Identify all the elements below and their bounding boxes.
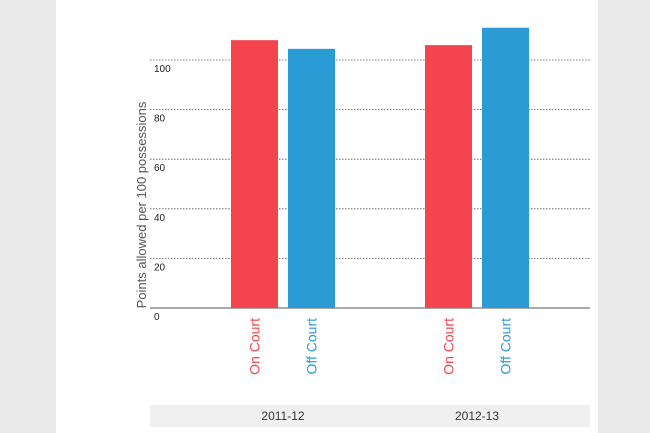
bar-series-label: On Court (441, 318, 457, 375)
y-tick-label: 40 (154, 213, 166, 224)
category-label: 2011-12 (261, 409, 304, 423)
y-tick-label: 60 (154, 163, 166, 174)
y-tick-label: 20 (154, 262, 166, 273)
bar-2011-12-off-court (288, 48, 335, 309)
category-label: 2012-13 (455, 409, 499, 423)
bar-2012-13-off-court (482, 27, 529, 308)
y-tick-label: 80 (154, 114, 166, 125)
gridlines (150, 59, 590, 427)
labels: 0 20 40 60 80 100 On Court On Court Off Court Off… (154, 64, 514, 423)
bar-series-label: Off Court (304, 318, 320, 375)
bars (231, 27, 529, 309)
category-strip (150, 405, 590, 427)
bar-2012-13-on-court (425, 45, 472, 309)
bar-2011-12-on-court (231, 40, 278, 308)
y-axis-label: Points allowed per 100 possessions (134, 101, 149, 308)
bar-series-label: Off Court (498, 318, 514, 375)
y-tick-label: 100 (154, 64, 171, 75)
bar-series-label: On Court (247, 318, 263, 375)
y-tick-label: 0 (154, 312, 160, 323)
